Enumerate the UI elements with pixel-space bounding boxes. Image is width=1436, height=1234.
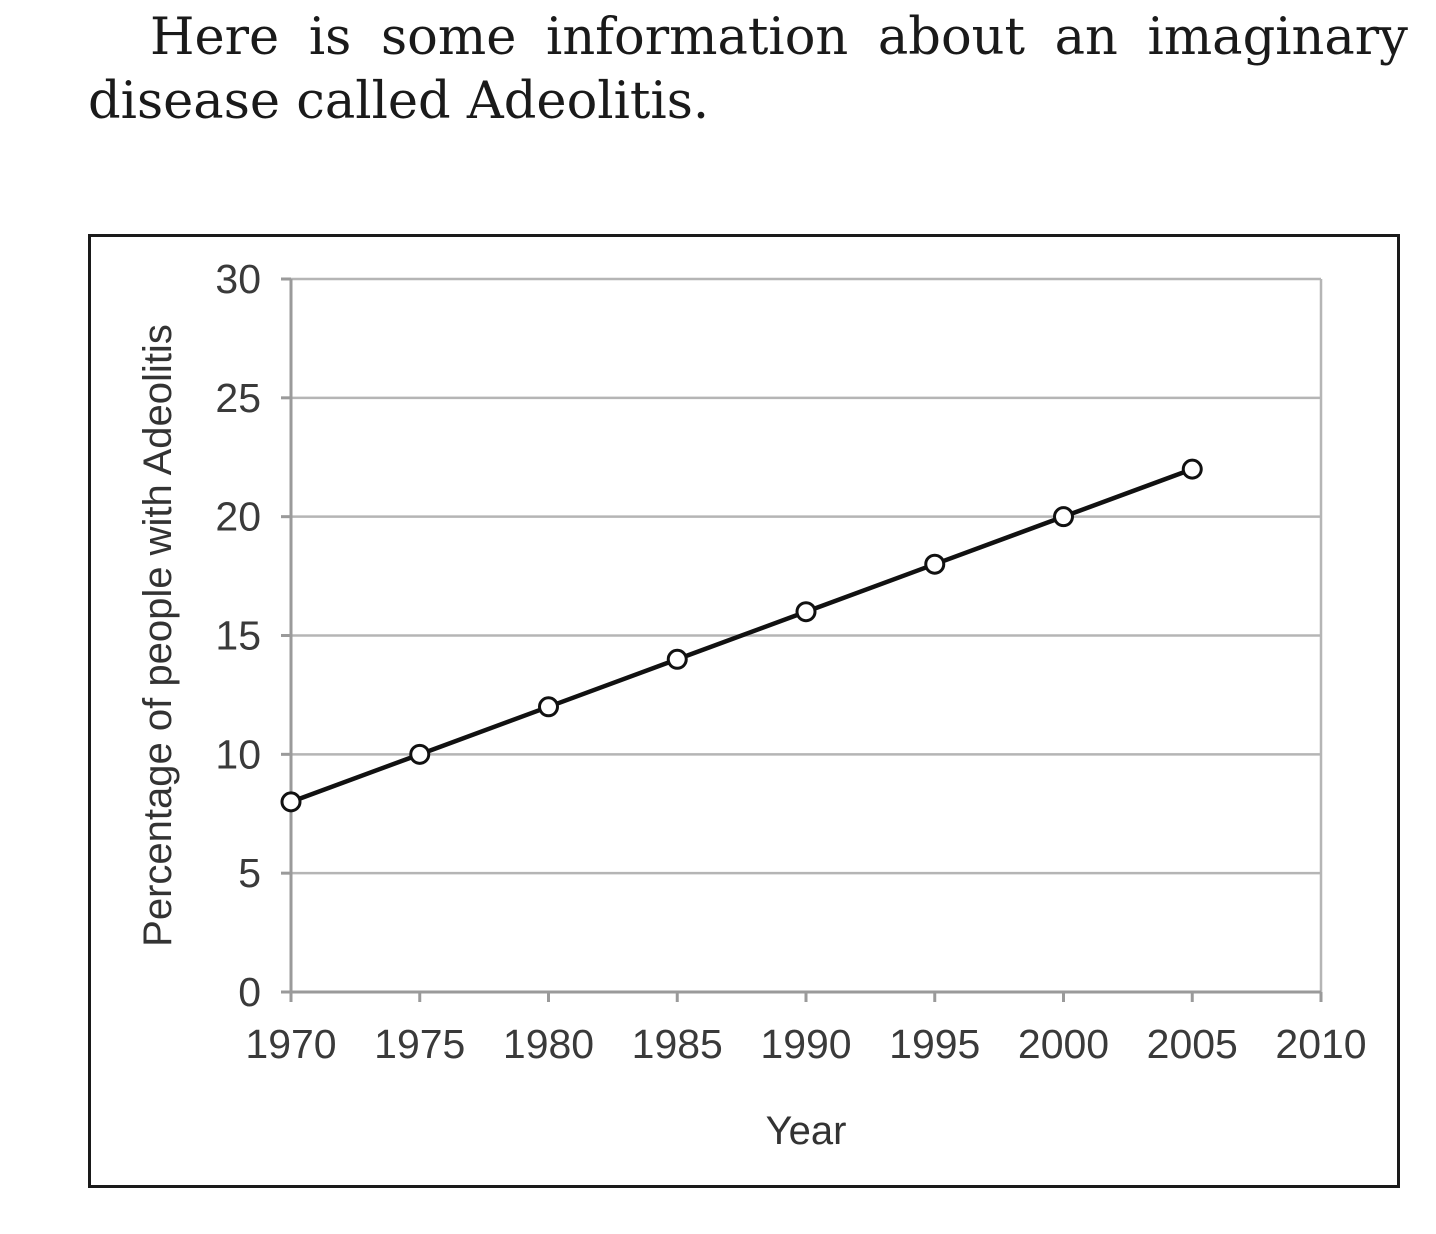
x-tick-label-1985: 1985 [632,1021,723,1067]
data-point-1975 [409,743,431,765]
x-tick-label-1990: 1990 [760,1021,851,1067]
x-tick-label-1995: 1995 [889,1021,980,1067]
data-point-1980 [538,696,559,718]
axes [281,277,1323,1002]
data-series [280,458,1203,813]
x-tick-label-2010: 2010 [1275,1021,1366,1067]
series-line-0 [290,467,1194,804]
x-tick-label-1975: 1975 [374,1021,465,1067]
gridlines [291,277,1323,992]
data-point-1970 [280,791,302,813]
x-tick-label-1980: 1980 [503,1021,594,1067]
y-tick-label-30: 30 [215,256,261,302]
y-tick-label-5: 5 [238,850,261,896]
y-axis-title: Percentage of people with Adeolitis [136,324,180,947]
x-axis-title: Year [766,1109,847,1153]
intro-paragraph: Here is some information about an imagin… [88,8,1408,131]
chart-frame: 0 5 10 15 20 25 30 1970 1975 1980 1985 1990 1995 2000… [88,234,1400,1188]
y-tick-label-20: 20 [215,494,261,540]
y-tick-label-15: 15 [215,613,261,659]
y-tick-label-25: 25 [215,375,261,421]
data-point-1995 [924,553,946,575]
x-tick-label-1970: 1970 [245,1021,336,1067]
x-tick-label-2000: 2000 [1018,1021,1109,1067]
line-chart: 0 5 10 15 20 25 30 1970 1975 1980 1985 1990 1995 2000… [136,256,1367,1153]
data-point-2005 [1181,458,1203,480]
x-tick-label-2005: 2005 [1147,1021,1238,1067]
tick-labels: 0 5 10 15 20 25 30 1970 1975 1980 1985 1990 1995 2000… [215,256,1366,1067]
data-point-2000 [1053,506,1074,528]
y-tick-label-10: 10 [215,731,261,777]
data-point-1985 [666,648,688,670]
axis-titles: Year Percentage of people with Adeolitis [136,324,846,1153]
data-point-1990 [795,601,817,623]
y-tick-label-0: 0 [238,969,261,1015]
